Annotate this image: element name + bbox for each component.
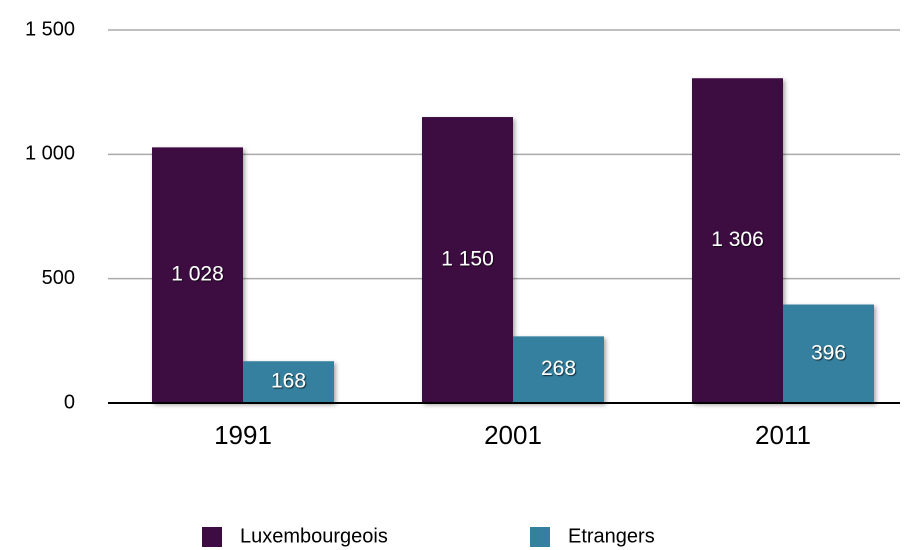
x-tick-label: 2011 <box>755 420 811 450</box>
x-tick-label: 1991 <box>214 420 272 450</box>
bar <box>513 336 604 403</box>
bar <box>422 117 513 404</box>
data-label: 1 028 <box>171 263 224 286</box>
x-tick-label: 2001 <box>484 420 542 450</box>
y-tick-label: 500 <box>42 267 75 289</box>
legend-swatch <box>530 527 550 547</box>
data-label: 268 <box>541 357 576 380</box>
y-tick-label: 0 <box>64 391 75 413</box>
bar <box>152 147 243 403</box>
y-tick-label: 1 000 <box>25 143 75 165</box>
data-label: 1 306 <box>711 228 764 251</box>
legend-swatch <box>202 527 222 547</box>
data-label: 396 <box>811 341 846 364</box>
y-tick-label: 1 500 <box>25 18 75 40</box>
data-label: 168 <box>271 370 306 393</box>
legend-label: Etrangers <box>568 525 655 547</box>
bar <box>692 78 783 403</box>
bar <box>243 361 334 403</box>
data-label: 1 150 <box>441 248 494 271</box>
legend-label: Luxembourgeois <box>240 525 388 547</box>
bar <box>783 304 874 403</box>
